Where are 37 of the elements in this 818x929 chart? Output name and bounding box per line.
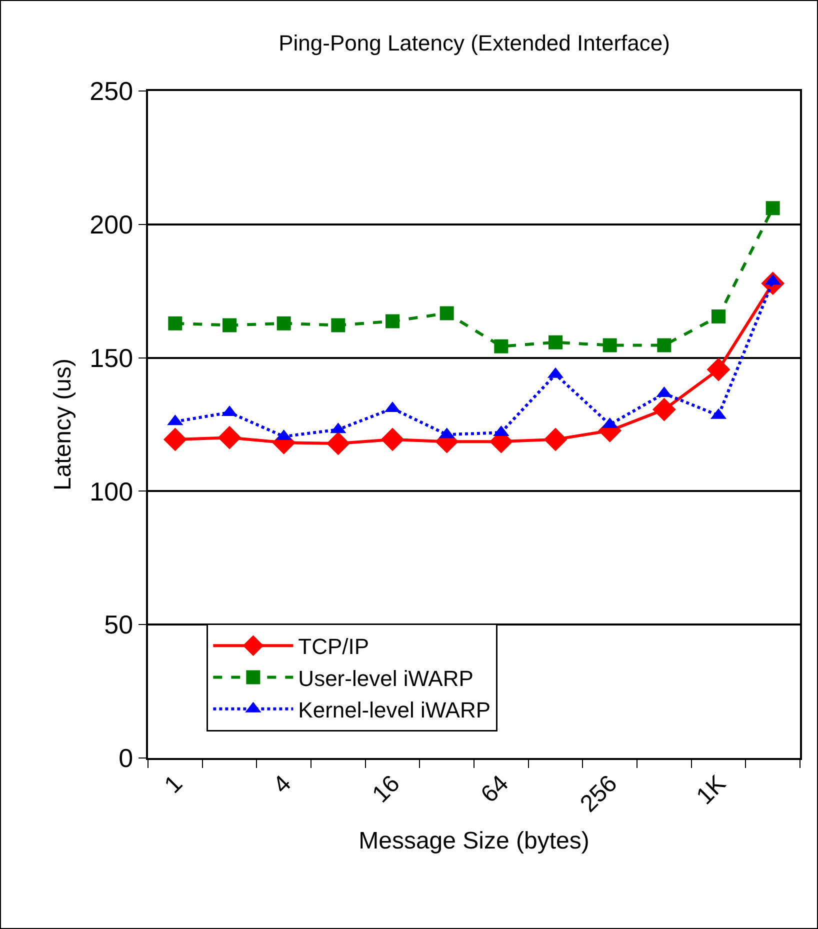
point [163, 428, 187, 452]
x-tick-label: 256 [575, 770, 623, 818]
point [766, 201, 780, 216]
point [222, 318, 236, 332]
point [712, 309, 726, 324]
y-tick-label: 150 [90, 342, 134, 373]
legend-label: TCP/IP [298, 634, 370, 660]
y-tick-label: 0 [118, 743, 134, 774]
point [544, 428, 568, 452]
chart-title: Ping-Pong Latency (Extended Interface) [278, 30, 670, 56]
legend-label: Kernel-level iWARP [298, 697, 491, 722]
point [386, 314, 400, 328]
point [168, 316, 182, 330]
point [218, 426, 242, 450]
y-tick-label: 100 [90, 476, 134, 506]
point [440, 306, 454, 320]
point [706, 358, 730, 382]
x-tick-label: 64 [476, 770, 514, 808]
point [326, 432, 350, 456]
point [602, 338, 617, 352]
y-tick-label: 250 [90, 76, 134, 106]
legend-label: User-level iWARP [298, 666, 474, 691]
x-tick-label: 4 [268, 770, 297, 799]
x-tick-label: 1 [159, 770, 188, 799]
point [652, 398, 676, 422]
point [380, 428, 404, 452]
x-axis-title: Message Size (bytes) [358, 827, 590, 854]
point [548, 335, 562, 350]
point [331, 318, 346, 332]
point [494, 339, 508, 354]
point [276, 316, 291, 330]
y-tick-label: 200 [90, 210, 134, 240]
x-tick-label: 16 [367, 770, 406, 808]
y-tick-label: 50 [104, 610, 134, 640]
y-axis-title: Latency (us) [49, 358, 76, 491]
point [657, 338, 672, 352]
x-tick-label: 1K [691, 770, 732, 810]
